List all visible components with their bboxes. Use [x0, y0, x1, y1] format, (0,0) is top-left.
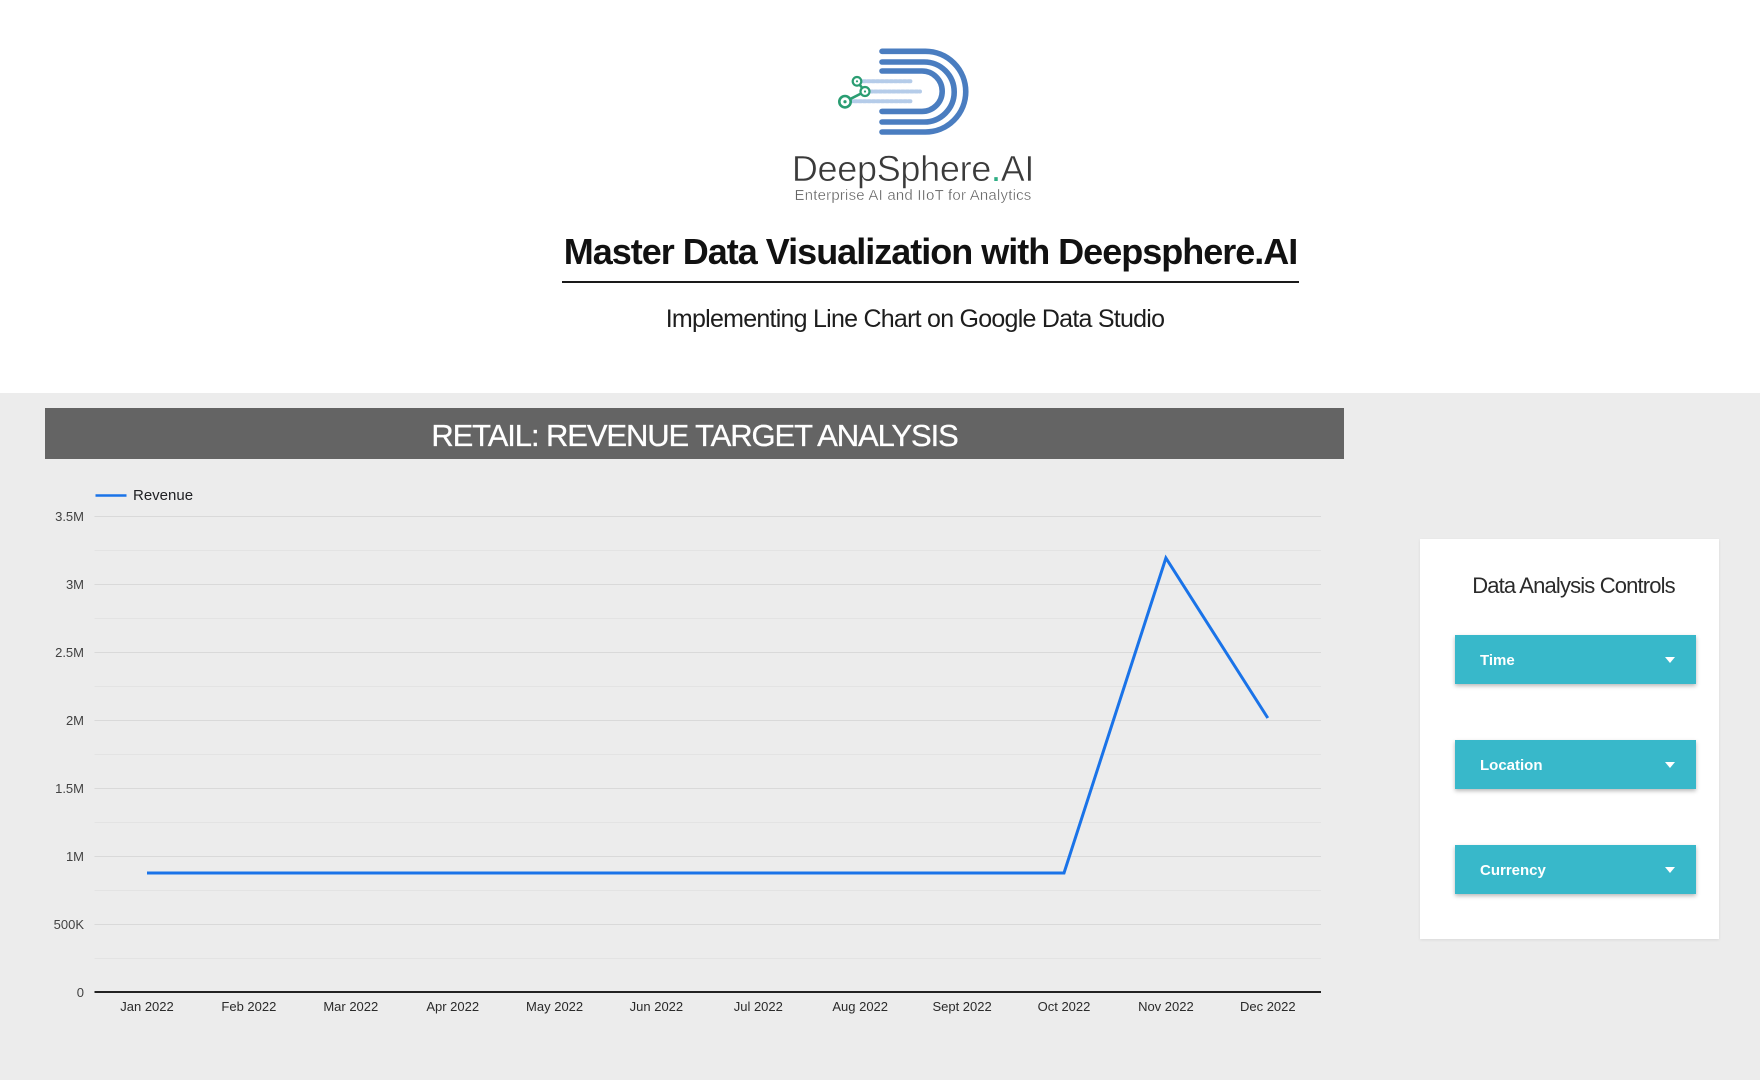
- svg-text:Oct 2022: Oct 2022: [1038, 999, 1091, 1014]
- svg-text:500K: 500K: [54, 917, 85, 932]
- svg-text:1.5M: 1.5M: [55, 781, 84, 796]
- svg-text:2.5M: 2.5M: [55, 645, 84, 660]
- svg-text:0: 0: [77, 985, 84, 1000]
- svg-text:Mar 2022: Mar 2022: [323, 999, 378, 1014]
- svg-text:May 2022: May 2022: [526, 999, 583, 1014]
- svg-text:3M: 3M: [66, 577, 84, 592]
- svg-text:Aug 2022: Aug 2022: [832, 999, 888, 1014]
- svg-text:Dec 2022: Dec 2022: [1240, 999, 1296, 1014]
- svg-text:Apr 2022: Apr 2022: [426, 999, 479, 1014]
- svg-text:Feb 2022: Feb 2022: [221, 999, 276, 1014]
- svg-text:Jan 2022: Jan 2022: [120, 999, 174, 1014]
- svg-text:Sept 2022: Sept 2022: [932, 999, 991, 1014]
- svg-text:Jun 2022: Jun 2022: [630, 999, 684, 1014]
- svg-text:3.5M: 3.5M: [55, 509, 84, 524]
- svg-text:Nov 2022: Nov 2022: [1138, 999, 1194, 1014]
- svg-text:Revenue: Revenue: [133, 487, 193, 504]
- svg-text:Jul 2022: Jul 2022: [734, 999, 783, 1014]
- svg-text:1M: 1M: [66, 849, 84, 864]
- svg-text:2M: 2M: [66, 713, 84, 728]
